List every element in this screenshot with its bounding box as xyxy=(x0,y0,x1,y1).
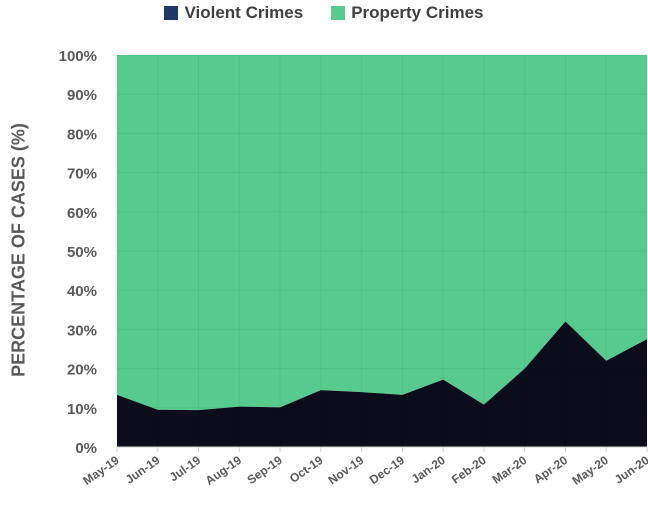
x-tick-label: May-20 xyxy=(570,453,612,488)
y-tick-label: 50% xyxy=(67,244,97,261)
legend-swatch-violent xyxy=(164,6,179,20)
x-tick-label: Mar-20 xyxy=(490,453,530,487)
x-tick-label: Aug-19 xyxy=(203,453,245,488)
x-tick-label: Nov-19 xyxy=(326,453,367,488)
legend-swatch-property xyxy=(331,6,346,20)
series-area-violent-crimes xyxy=(117,321,647,447)
y-tick-label: 60% xyxy=(67,205,97,222)
x-tick-label: Dec-19 xyxy=(367,453,408,487)
x-tick-label: Sep-19 xyxy=(245,453,286,487)
legend-label-violent: Violent Crimes xyxy=(184,3,304,22)
y-tick-label: 40% xyxy=(67,283,97,300)
legend-label-property: Property Crimes xyxy=(351,3,484,22)
legend-item-violent: Violent Crimes xyxy=(164,3,303,23)
y-tick-label: 0% xyxy=(75,440,97,457)
y-tick-label: 80% xyxy=(67,126,97,143)
x-tick-label: Oct-19 xyxy=(287,453,326,486)
y-tick-label: 70% xyxy=(67,166,97,183)
y-tick-label: 100% xyxy=(59,48,97,65)
x-tick-label: Apr-20 xyxy=(531,453,570,486)
x-tick-label: Jul-19 xyxy=(167,453,204,485)
y-tick-label: 90% xyxy=(67,87,97,104)
y-tick-label: 10% xyxy=(67,401,97,418)
legend-item-property: Property Crimes xyxy=(331,3,484,23)
chart-legend: Violent Crimes Property Crimes xyxy=(0,3,648,23)
series-area-property-crimes xyxy=(117,55,647,411)
x-tick-label: Jun-20 xyxy=(612,453,648,487)
y-tick-label: 30% xyxy=(67,322,97,339)
x-tick-label: Feb-20 xyxy=(449,453,489,487)
x-tick-label: Jun-19 xyxy=(123,453,163,487)
x-tick-label: Jan-20 xyxy=(409,453,448,486)
x-tick-label: May-19 xyxy=(80,453,122,488)
y-tick-label: 20% xyxy=(67,362,97,379)
